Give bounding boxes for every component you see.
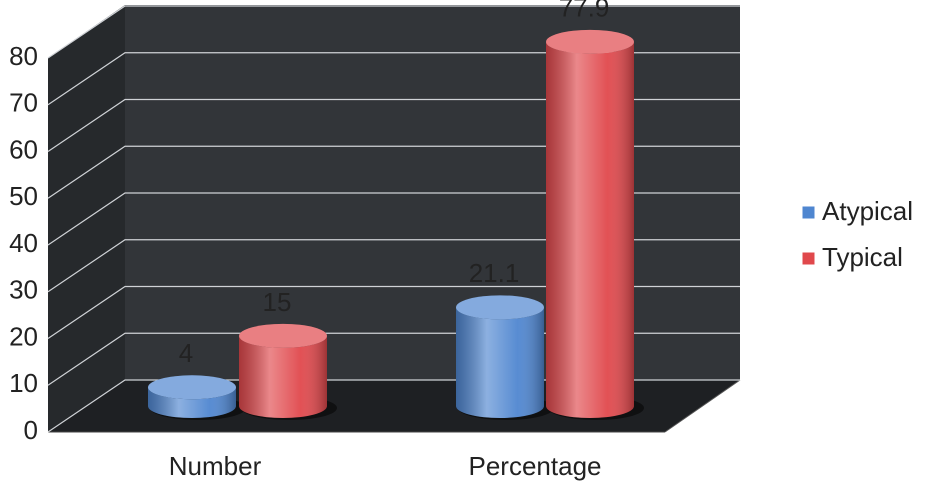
legend-swatch [801, 205, 816, 220]
value-label: 21.1 [469, 258, 520, 288]
y-tick-label: 10 [9, 368, 38, 398]
grid-line [47, 239, 740, 293]
value-label: 4 [179, 338, 193, 368]
y-tick-label: 50 [9, 181, 38, 211]
value-label: 15 [263, 287, 292, 317]
bar-top-shine [148, 375, 236, 400]
grid-line [47, 192, 740, 246]
y-tick-label: 70 [9, 88, 38, 118]
bar [546, 29, 634, 418]
bar-shine [148, 387, 236, 418]
legend-label: Atypical [822, 196, 913, 226]
bar [456, 295, 544, 418]
bar-top [456, 295, 544, 320]
grid-line [47, 5, 740, 59]
bar-top-shine [239, 323, 327, 348]
y-tick-label: 0 [24, 415, 38, 445]
grid-line [47, 98, 740, 152]
x-tick-label: Number [169, 451, 262, 481]
bar [148, 375, 236, 418]
y-tick-label: 30 [9, 275, 38, 305]
bar-top-shine [546, 29, 634, 54]
y-tick-label: 80 [9, 41, 38, 71]
x-tick-label: Percentage [469, 451, 602, 481]
bar-shine [239, 335, 327, 418]
bar-top [148, 375, 236, 400]
bar-top [546, 29, 634, 54]
bar-shine [456, 307, 544, 418]
grid-line [47, 285, 740, 339]
y-tick-label: 40 [9, 228, 38, 258]
floor-edge [664, 379, 741, 433]
legend-label: Typical [822, 242, 903, 272]
grid-line [47, 52, 740, 106]
y-tick-label: 60 [9, 134, 38, 164]
bar [239, 323, 327, 418]
y-tick-label: 20 [9, 321, 38, 351]
grid-line [47, 145, 740, 199]
bar-top [239, 323, 327, 348]
bar-shine [546, 41, 634, 418]
legend-swatch [801, 251, 816, 266]
value-label: 77.9 [559, 0, 610, 23]
bar-top-shine [456, 295, 544, 320]
